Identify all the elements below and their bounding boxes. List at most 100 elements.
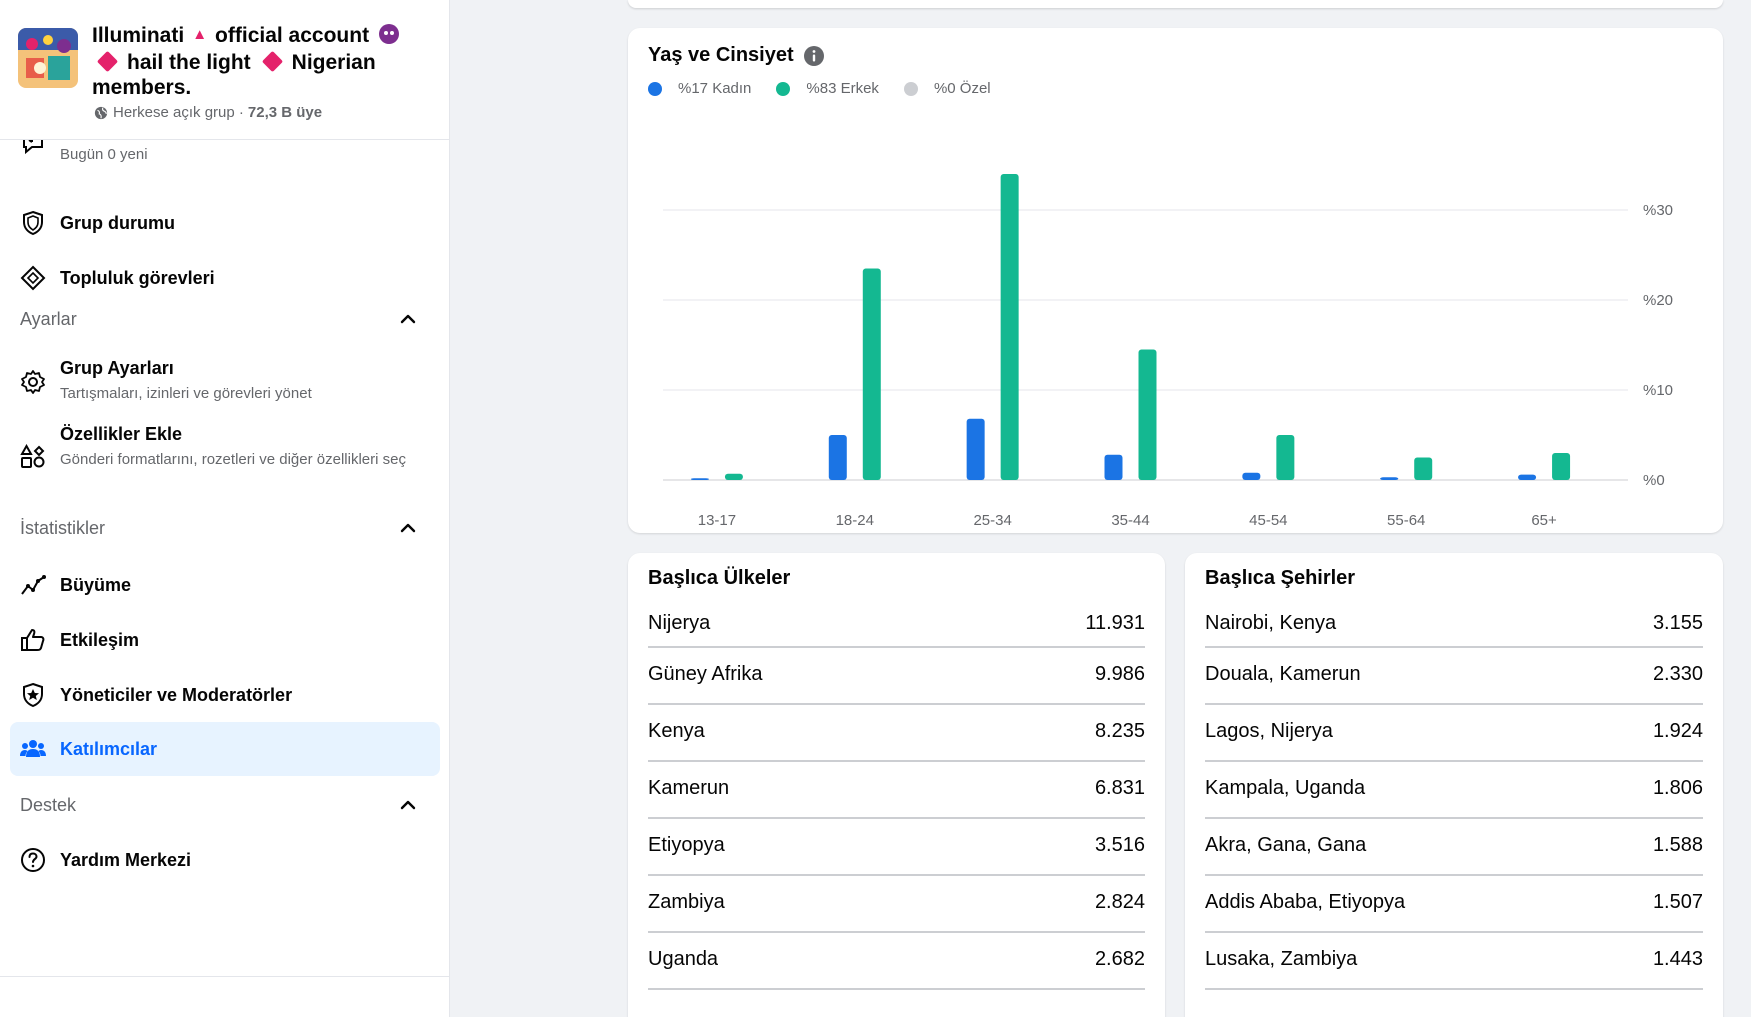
list-item-value: 2.330 [1652, 663, 1703, 685]
age-gender-title-text: Yaş ve Cinsiyet [648, 44, 794, 66]
sidebar-item-add-features[interactable]: Özellikler Ekle Gönderi formatlarını, ro… [10, 418, 440, 498]
sidebar-item-sub: Tartışmaları, izinleri ve görevleri yöne… [60, 385, 312, 402]
group-name[interactable]: Illuminati ▲ official account hail the lig… [92, 23, 432, 100]
bar-male [1000, 174, 1019, 480]
sidebar-footer-divider [0, 976, 449, 977]
sidebar-item-group-status[interactable]: Grup durumu [10, 196, 440, 250]
sidebar-item-members[interactable]: Katılımcılar [10, 722, 440, 776]
sidebar-item-sub: Bugün 0 yeni [60, 146, 148, 163]
bar-male [862, 268, 881, 480]
x-tick-label: 18-24 [836, 512, 874, 528]
sidebar-item-admins[interactable]: Yöneticiler ve Moderatörler [10, 668, 440, 722]
y-tick-label: %30 [1643, 202, 1673, 219]
legend-item-male: %83 Erkek [776, 80, 879, 97]
legend-label: %83 Erkek [806, 80, 879, 97]
list-item: Lagos, Nijerya 1.924 [1205, 705, 1703, 762]
list-item-name: Kenya [648, 720, 705, 742]
list-item-value: 8.235 [1094, 720, 1145, 742]
list-item: Nijerya 11.931 [648, 603, 1145, 648]
devil-emoji-icon [379, 24, 400, 44]
list-item-name: Douala, Kamerun [1205, 663, 1361, 685]
group-name-part: members. [92, 76, 192, 99]
triangle-emoji-icon: ▲ [192, 26, 208, 43]
sidebar-item-label: Grup durumu [60, 212, 175, 233]
list-item-value: 11.931 [1085, 612, 1145, 634]
group-name-part: official account [215, 24, 370, 47]
x-tick-label: 45-54 [1249, 512, 1287, 528]
list-item: Douala, Kamerun 2.330 [1205, 648, 1703, 705]
bar-female [1242, 472, 1261, 480]
legend-dot [648, 81, 662, 96]
sidebar-item-engagement[interactable]: Etkileşim [10, 613, 440, 667]
x-tick-label: 13-17 [698, 512, 736, 528]
shield-icon [23, 210, 43, 236]
bar-female [1518, 474, 1537, 480]
top-cities-title: Başlıca Şehirler [1205, 567, 1356, 589]
sidebar-item-help-center[interactable]: Yardım Merkezi [10, 833, 440, 887]
info-icon[interactable] [803, 45, 824, 66]
group-avatar[interactable] [18, 28, 78, 88]
group-name-part: Illuminati [92, 24, 185, 47]
list-item-value: 1.924 [1652, 720, 1703, 742]
list-item-value: 1.443 [1652, 948, 1703, 970]
list-item-value: 2.824 [1094, 891, 1145, 913]
list-item: Lusaka, Zambiya 1.443 [1205, 933, 1703, 990]
bar-male [1414, 457, 1433, 480]
top-countries-card: Başlıca Ülkeler Nijerya 11.931 Güney Afrik… [628, 553, 1165, 1017]
list-item-value: 2.682 [1094, 948, 1145, 970]
sidebar-item-community-tasks[interactable]: Topluluk görevleri [10, 251, 440, 305]
chevron-up-icon[interactable] [398, 518, 418, 538]
legend-dot [903, 81, 918, 96]
list-item-name: Akra, Gana, Gana [1205, 834, 1367, 856]
list-item-name: Nijerya [648, 612, 711, 634]
x-tick-label: 65+ [1531, 512, 1557, 528]
sidebar-item-group-settings[interactable]: Grup Ayarları Tartışmaları, izinleri ve … [10, 352, 440, 412]
top-cities-list: Nairobi, Kenya 3.155 Douala, Kamerun 2.330 L… [1205, 603, 1703, 990]
y-tick-label: %10 [1643, 382, 1673, 399]
list-item-name: Uganda [648, 948, 719, 970]
legend-label: %0 Özel [933, 80, 991, 97]
shield-star-icon [23, 682, 43, 708]
list-item-name: Zambiya [648, 891, 725, 913]
sidebar-item-label: Grup Ayarları [60, 358, 174, 378]
list-item-value: 3.516 [1094, 834, 1145, 856]
sidebar-item-label: Topluluk görevleri [60, 267, 215, 288]
sidebar-item-growth[interactable]: Büyüme [10, 558, 440, 612]
bar-male [1138, 349, 1157, 480]
list-item: Etiyopya 3.516 [648, 819, 1145, 876]
group-member-count: 72,3 B üye [247, 104, 323, 121]
age-gender-card: Yaş ve Cinsiyet %17 Kadın %83 Erkek %0 Ö… [628, 28, 1723, 533]
section-title-support: Destek [20, 795, 77, 815]
group-header: Illuminati ▲ official account hail the lig… [0, 0, 449, 140]
top-countries-list: Nijerya 11.931 Güney Afrika 9.986 Kenya 8.235… [648, 603, 1145, 990]
list-item-name: Güney Afrika [648, 663, 763, 685]
list-item: Uganda 2.682 [648, 933, 1145, 990]
help-icon [21, 848, 45, 872]
diamond-emoji-icon [261, 50, 283, 73]
list-item-value: 6.831 [1094, 777, 1145, 799]
sidebar-item-sub: Gönderi formatlarını, rozetleri ve diğer… [60, 451, 406, 468]
top-cities-card: Başlıca Şehirler Nairobi, Kenya 3.155 Doua… [1185, 553, 1723, 1017]
people-icon [20, 740, 46, 757]
list-item-value: 1.507 [1652, 891, 1703, 913]
group-meta: Herkese açık grup · 72,3 B üye [94, 104, 322, 121]
x-tick-label: 55-64 [1387, 512, 1425, 528]
sidebar-item-label: Etkileşim [60, 629, 140, 650]
list-item: Nairobi, Kenya 3.155 [1205, 603, 1703, 648]
list-item: Güney Afrika 9.986 [648, 648, 1145, 705]
list-item-name: Kampala, Uganda [1205, 777, 1366, 799]
list-item: Addis Ababa, Etiyopya 1.507 [1205, 876, 1703, 933]
bar-male [1552, 453, 1571, 480]
diamond-icon [20, 265, 46, 291]
diamond-emoji-icon [96, 50, 119, 73]
chevron-up-icon[interactable] [398, 309, 418, 329]
list-item-value: 1.806 [1652, 777, 1703, 799]
list-item-name: Nairobi, Kenya [1205, 612, 1337, 634]
list-item-value: 3.155 [1652, 612, 1703, 634]
list-item-value: 9.986 [1094, 663, 1145, 685]
list-item-name: Etiyopya [648, 834, 725, 856]
chevron-up-icon[interactable] [398, 795, 418, 815]
section-title-settings: Ayarlar [20, 309, 77, 329]
globe-icon [94, 106, 108, 119]
list-item-name: Addis Ababa, Etiyopya [1205, 891, 1406, 913]
